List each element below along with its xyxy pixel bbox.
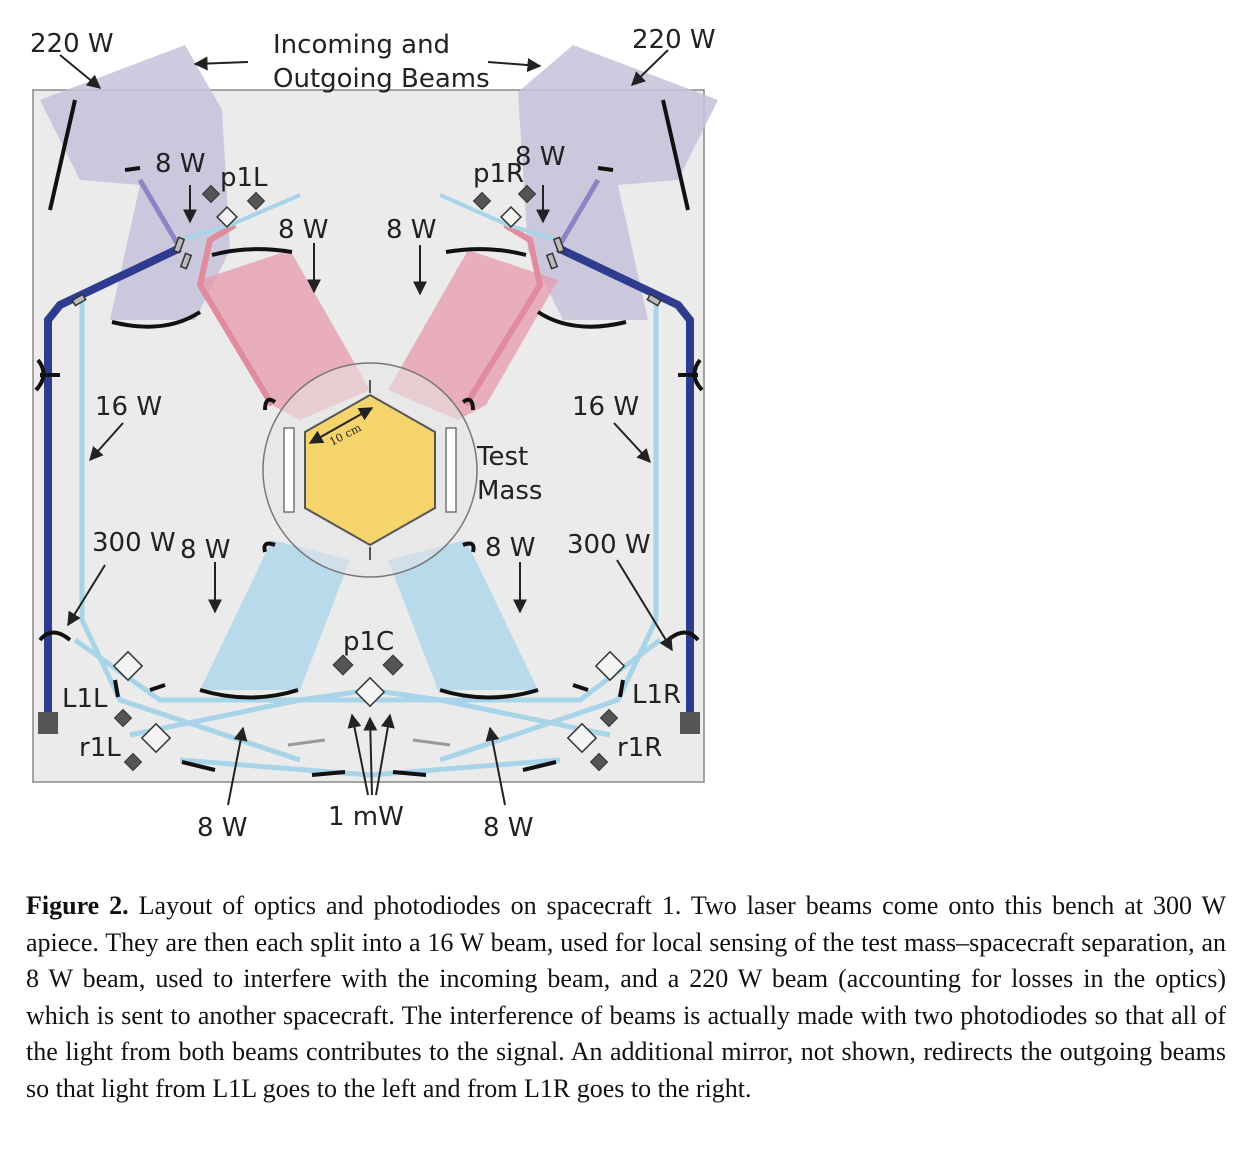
blue-path-top-left [179,193,301,242]
label-220w-left: 220 W [30,29,114,59]
photodiode-r1r-b [589,752,609,772]
laser-l1l-path [44,244,182,720]
label-220w-right: 220 W [632,25,716,55]
optics-layout-diagram: 10 cm 220 W 220 W Incoming and Outgoing … [30,25,718,843]
label-test: Test [476,442,528,472]
photodiode-p1c-b [382,654,404,676]
label-8w-ur: 8 W [515,142,566,172]
caption-lead: Figure 2. [26,891,129,920]
photodiode-r1l-b [123,752,143,772]
blue-beam-right [388,540,538,690]
photodiode-r1l-a [113,708,133,728]
photodiodes [113,184,619,772]
label-8w-bl: 8 W [197,813,248,843]
electrode-left [283,427,295,513]
label-1mw: 1 mW [328,802,404,832]
label-r1r: r1R [617,733,662,763]
laser-l1r [680,712,700,734]
label-16w-right: 16 W [572,392,639,422]
mirrors [34,99,704,777]
laser-l1r-branch [555,178,601,250]
red-beam-left-feed [196,222,275,407]
label-8w-ml: 8 W [278,215,329,245]
photodiode-p1r-b [472,191,492,211]
label-p1r: p1R [473,159,524,189]
label-16w-left: 16 W [95,392,162,422]
blue-local-beams [73,193,662,778]
beam-splitters [71,236,662,747]
photodiode-p1r-a [517,184,537,204]
label-l1r: L1R [632,680,681,710]
cube-splitters [112,206,626,754]
photodiode-p1l-b [246,191,266,211]
photodiode-p1l-a [201,184,221,204]
label-l1l: L1L [62,684,108,714]
label-300w-left: 300 W [92,528,176,558]
label-8w-br: 8 W [483,813,534,843]
red-beam-right [388,250,558,420]
label-mass: Mass [477,476,542,506]
blue-beam-left [200,540,350,690]
label-r1l: r1L [79,733,121,763]
laser-l1r-path [556,244,694,720]
label-p1c: p1C [343,627,394,657]
label-p1l: p1L [220,163,268,193]
red-beam-right-feed [463,222,544,407]
label-beams-line1: Incoming and [273,30,450,60]
photodiode-r1r-a [599,708,619,728]
electrode-right [445,427,457,513]
blue-path-top-right [439,193,559,242]
laser-l1l-branch [137,178,183,250]
laser-l1l [38,712,58,734]
outgoing-beam-left [40,45,230,320]
figure-caption: Figure 2. Layout of optics and photodiod… [26,888,1226,1107]
annotation-arrows [59,49,673,806]
label-8w-ll: 8 W [180,535,231,565]
test-mass-assembly: 10 cm [262,362,478,578]
label-300w-right: 300 W [567,530,651,560]
label-8w-mr: 8 W [386,215,437,245]
photodiode-p1c-a [332,654,354,676]
diagram-labels: 220 W 220 W Incoming and Outgoing Beams … [30,25,716,843]
scale-arrow [308,407,374,444]
main-laser-paths [38,178,700,734]
label-beams-line2: Outgoing Beams [273,64,490,94]
label-8w-lr: 8 W [485,533,536,563]
caption-text: Layout of optics and photodiodes on spac… [26,891,1227,1103]
label-8w-ul: 8 W [155,149,206,179]
